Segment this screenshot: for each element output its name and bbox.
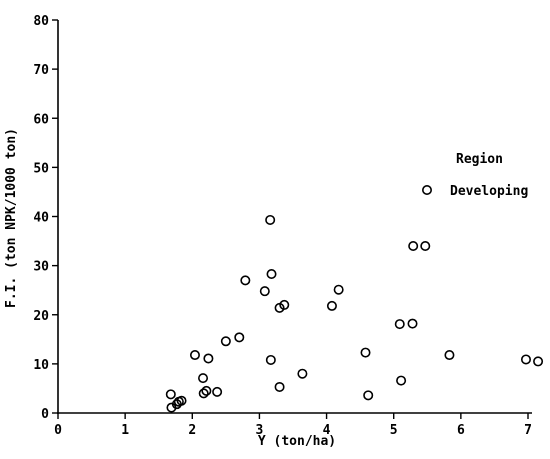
legend-title: Region — [456, 152, 503, 167]
y-tick-label: 0 — [41, 407, 49, 422]
y-tick-label: 70 — [33, 63, 49, 78]
axes — [57, 20, 532, 414]
y-tick-label: 40 — [33, 211, 49, 226]
data-point — [234, 332, 245, 343]
data-point — [420, 240, 431, 251]
x-tick-label: 1 — [121, 423, 129, 438]
data-point — [360, 347, 371, 358]
legend-series-label: Developing — [450, 184, 528, 199]
x-tick-label: 3 — [256, 423, 264, 438]
data-point — [407, 318, 418, 329]
data-point — [203, 353, 214, 364]
data-point — [326, 300, 337, 311]
y-tick-label: 50 — [33, 161, 49, 176]
data-point — [396, 375, 407, 386]
data-point — [189, 350, 200, 361]
data-point — [265, 354, 276, 365]
data-point — [363, 390, 374, 401]
data-point — [520, 354, 531, 365]
data-point — [274, 381, 285, 392]
data-point — [533, 356, 544, 367]
data-point — [165, 389, 176, 400]
y-tick-label: 10 — [33, 358, 49, 373]
data-point — [198, 388, 209, 399]
data-point — [444, 350, 455, 361]
y-tick-label: 60 — [33, 112, 49, 127]
data-point — [279, 299, 290, 310]
x-tick-label: 4 — [323, 423, 331, 438]
x-tick-label: 2 — [188, 423, 196, 438]
data-point — [266, 268, 277, 279]
x-tick-label: 6 — [457, 423, 465, 438]
y-tick-label: 20 — [33, 309, 49, 324]
data-point — [220, 336, 231, 347]
data-point — [240, 275, 251, 286]
data-point — [259, 286, 270, 297]
data-point — [212, 386, 223, 397]
data-points — [165, 214, 544, 413]
data-point — [333, 284, 344, 295]
legend-marker — [421, 185, 432, 196]
x-tick-label: 0 — [54, 423, 62, 438]
data-point — [297, 368, 308, 379]
legend: Region Developing — [421, 152, 528, 199]
data-point — [394, 319, 405, 330]
y-axis-title: F.I. (ton NPK/1000 ton) — [4, 128, 19, 308]
x-axis-title: Y (ton/ha) — [258, 434, 336, 449]
x-tick-label: 5 — [390, 423, 398, 438]
data-point — [265, 214, 276, 225]
y-tick-label: 30 — [33, 260, 49, 275]
data-point — [198, 373, 209, 384]
data-point — [176, 395, 187, 406]
y-tick-label: 80 — [33, 14, 49, 29]
x-tick-label: 7 — [524, 423, 532, 438]
data-point — [408, 240, 419, 251]
data-point — [201, 385, 212, 396]
